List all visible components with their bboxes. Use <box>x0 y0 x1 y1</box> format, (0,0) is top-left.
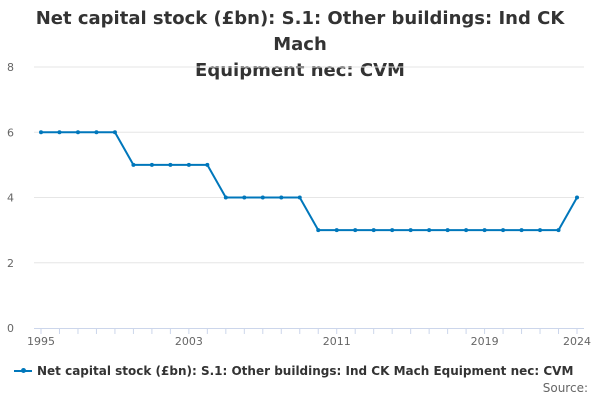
y-tick-label: 0 <box>7 322 14 335</box>
data-point[interactable] <box>353 228 358 233</box>
data-point[interactable] <box>316 228 321 233</box>
chart-title: Net capital stock (£bn): S.1: Other buil… <box>20 6 580 84</box>
y-tick-label: 6 <box>7 126 14 139</box>
data-point[interactable] <box>242 195 247 200</box>
chart-title-line-1: Net capital stock (£bn): S.1: Other buil… <box>35 8 565 55</box>
data-point[interactable] <box>556 228 561 233</box>
legend-marker-icon <box>14 366 32 376</box>
chart-title-line-2: Equipment nec: CVM <box>195 60 405 81</box>
data-point[interactable] <box>464 228 469 233</box>
x-tick-label: 1995 <box>27 335 55 348</box>
data-point[interactable] <box>39 130 43 135</box>
y-tick-label: 2 <box>7 257 14 270</box>
x-tick-label: 2003 <box>175 335 203 348</box>
legend[interactable]: Net capital stock (£bn): S.1: Other buil… <box>14 364 594 378</box>
gridlines <box>34 66 584 264</box>
x-tick-label: 2019 <box>471 335 499 348</box>
data-point[interactable] <box>501 228 506 233</box>
data-point[interactable] <box>112 130 117 135</box>
data-point[interactable] <box>260 195 265 200</box>
series-line <box>40 131 578 232</box>
data-point[interactable] <box>538 228 543 233</box>
data-point[interactable] <box>482 228 487 233</box>
y-tick-label: 4 <box>7 192 14 205</box>
data-point[interactable] <box>75 130 80 135</box>
data-point[interactable] <box>334 228 339 233</box>
legend-label: Net capital stock (£bn): S.1: Other buil… <box>37 364 574 378</box>
data-point[interactable] <box>94 130 99 135</box>
data-point[interactable] <box>57 130 62 135</box>
x-tick-label: 2011 <box>323 335 351 348</box>
data-point[interactable] <box>390 228 395 233</box>
y-tick-label: 8 <box>7 61 14 74</box>
data-point[interactable] <box>186 162 191 167</box>
data-point[interactable] <box>131 162 136 167</box>
x-tick-label: 2024 <box>563 335 591 348</box>
source-label: Source: <box>542 381 588 395</box>
data-point[interactable] <box>168 162 173 167</box>
data-point[interactable] <box>575 195 579 200</box>
data-point[interactable] <box>445 228 450 233</box>
data-point[interactable] <box>223 195 228 200</box>
data-point[interactable] <box>408 228 413 233</box>
data-point[interactable] <box>297 195 302 200</box>
data-point[interactable] <box>279 195 284 200</box>
data-point[interactable] <box>205 162 210 167</box>
data-point[interactable] <box>371 228 376 233</box>
data-point[interactable] <box>519 228 524 233</box>
data-point[interactable] <box>149 162 154 167</box>
axes: 0 2 4 6 8 1995 2003 2011 2019 2024 <box>7 61 591 348</box>
data-point[interactable] <box>427 228 432 233</box>
series-group <box>39 130 579 233</box>
